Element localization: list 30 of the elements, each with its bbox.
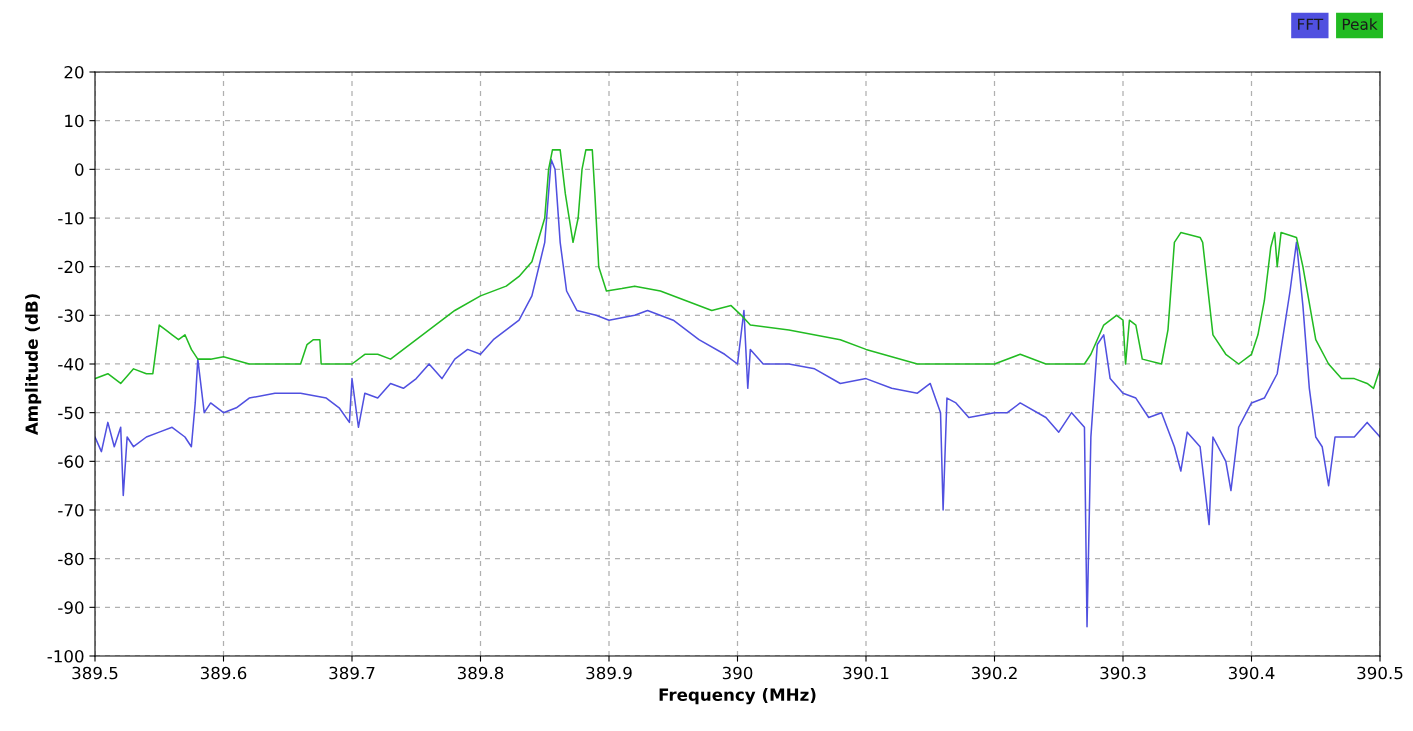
x-tick-label: 389.5 <box>72 666 118 680</box>
y-tick-label: 20 <box>64 65 84 79</box>
x-tick-label: 390.5 <box>1357 666 1403 680</box>
y-tick-label: -40 <box>58 357 84 371</box>
x-tick-label: 390.4 <box>1228 666 1275 680</box>
y-tick-label: -20 <box>58 260 84 274</box>
y-tick-label: -90 <box>58 601 84 614</box>
y-tick-label: -100 <box>47 649 84 663</box>
line-series <box>95 149 1380 390</box>
x-tick-label: 389.6 <box>200 666 247 680</box>
x-tick-label: 390.3 <box>1100 666 1146 680</box>
x-tick-label: 389.9 <box>586 666 632 680</box>
y-tick-label: 10 <box>65 114 84 128</box>
x-tick-label: 390.2 <box>971 666 1017 680</box>
y-axis-title: Amplitude (dB) <box>25 294 42 436</box>
line-series <box>95 158 1380 628</box>
text: Peak <box>1342 18 1378 31</box>
x-tick-label: 390 <box>722 666 753 680</box>
x-tick-label: 389.8 <box>457 666 504 680</box>
y-tick-label: -60 <box>58 455 84 468</box>
y-tick-label: -50 <box>58 406 84 420</box>
x-tick-label: 389.7 <box>329 666 375 680</box>
y-tick-label: -80 <box>58 552 84 566</box>
text: FFT <box>1298 18 1324 30</box>
x-axis-title: Frequency (MHz) <box>659 688 816 705</box>
y-tick-label: -30 <box>58 309 84 322</box>
x-tick-label: 390.1 <box>843 666 889 680</box>
y-tick-label: 0 <box>75 163 84 176</box>
y-tick-label: -10 <box>58 211 84 225</box>
y-tick-label: -70 <box>58 503 84 517</box>
